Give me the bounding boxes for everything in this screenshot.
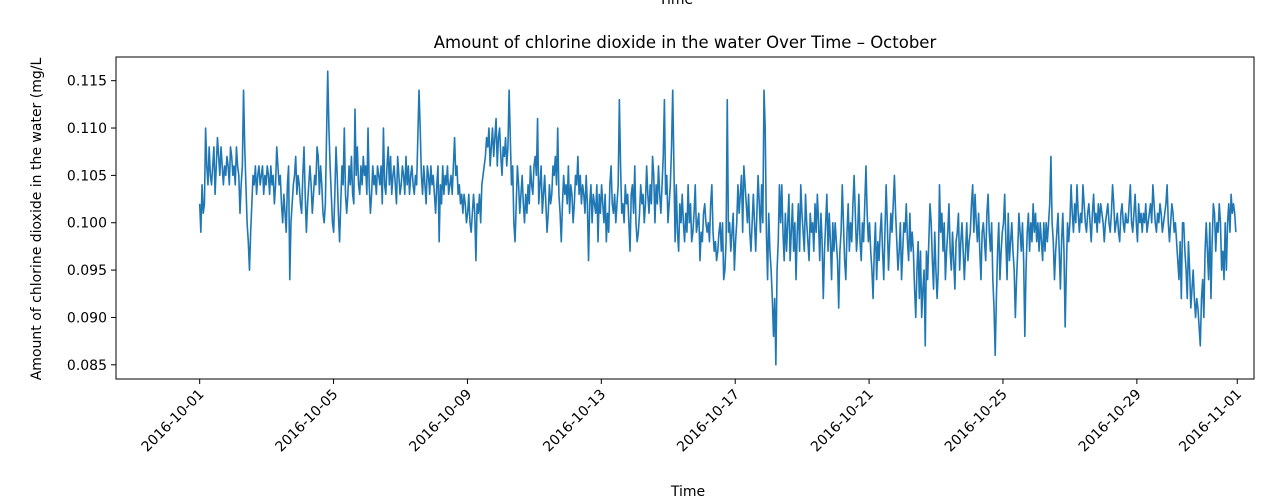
y-tick-label: 0.090 — [67, 310, 107, 326]
y-tick-label: 0.105 — [67, 168, 107, 184]
y-axis: 0.085 0.090 0.095 0.100 0.105 0.110 0.115 — [67, 74, 116, 374]
y-axis-title: Amount of chlorine dioxide in the water … — [29, 58, 45, 381]
series-line — [198, 70, 1237, 366]
y-tick-label: 0.085 — [67, 358, 107, 374]
y-tick-label: 0.095 — [67, 263, 107, 279]
x-tick-label: 2016-10-25 — [942, 387, 1011, 456]
x-tick-label: 2016-10-29 — [1076, 387, 1145, 456]
top-cut-label: Time — [658, 0, 693, 8]
y-tick-label: 0.115 — [67, 74, 107, 90]
chart-title: Amount of chlorine dioxide in the water … — [434, 33, 937, 52]
x-tick-label: 2016-10-01 — [139, 387, 208, 456]
x-tick-label: 2016-11-01 — [1176, 387, 1245, 456]
plot-frame — [115, 56, 1255, 380]
x-tick-label: 2016-10-17 — [674, 387, 743, 456]
x-tick-label: 2016-10-21 — [808, 387, 877, 456]
x-axis-title: Time — [670, 484, 705, 499]
x-tick-label: 2016-10-05 — [273, 387, 342, 456]
x-tick-label: 2016-10-09 — [406, 387, 475, 456]
x-tick-label: 2016-10-13 — [540, 387, 609, 456]
y-tick-label: 0.110 — [67, 121, 107, 137]
y-tick-label: 0.100 — [67, 216, 107, 232]
x-axis: 2016-10-01 2016-10-05 2016-10-09 2016-10-13… — [139, 379, 1245, 455]
plot-area — [198, 70, 1237, 366]
